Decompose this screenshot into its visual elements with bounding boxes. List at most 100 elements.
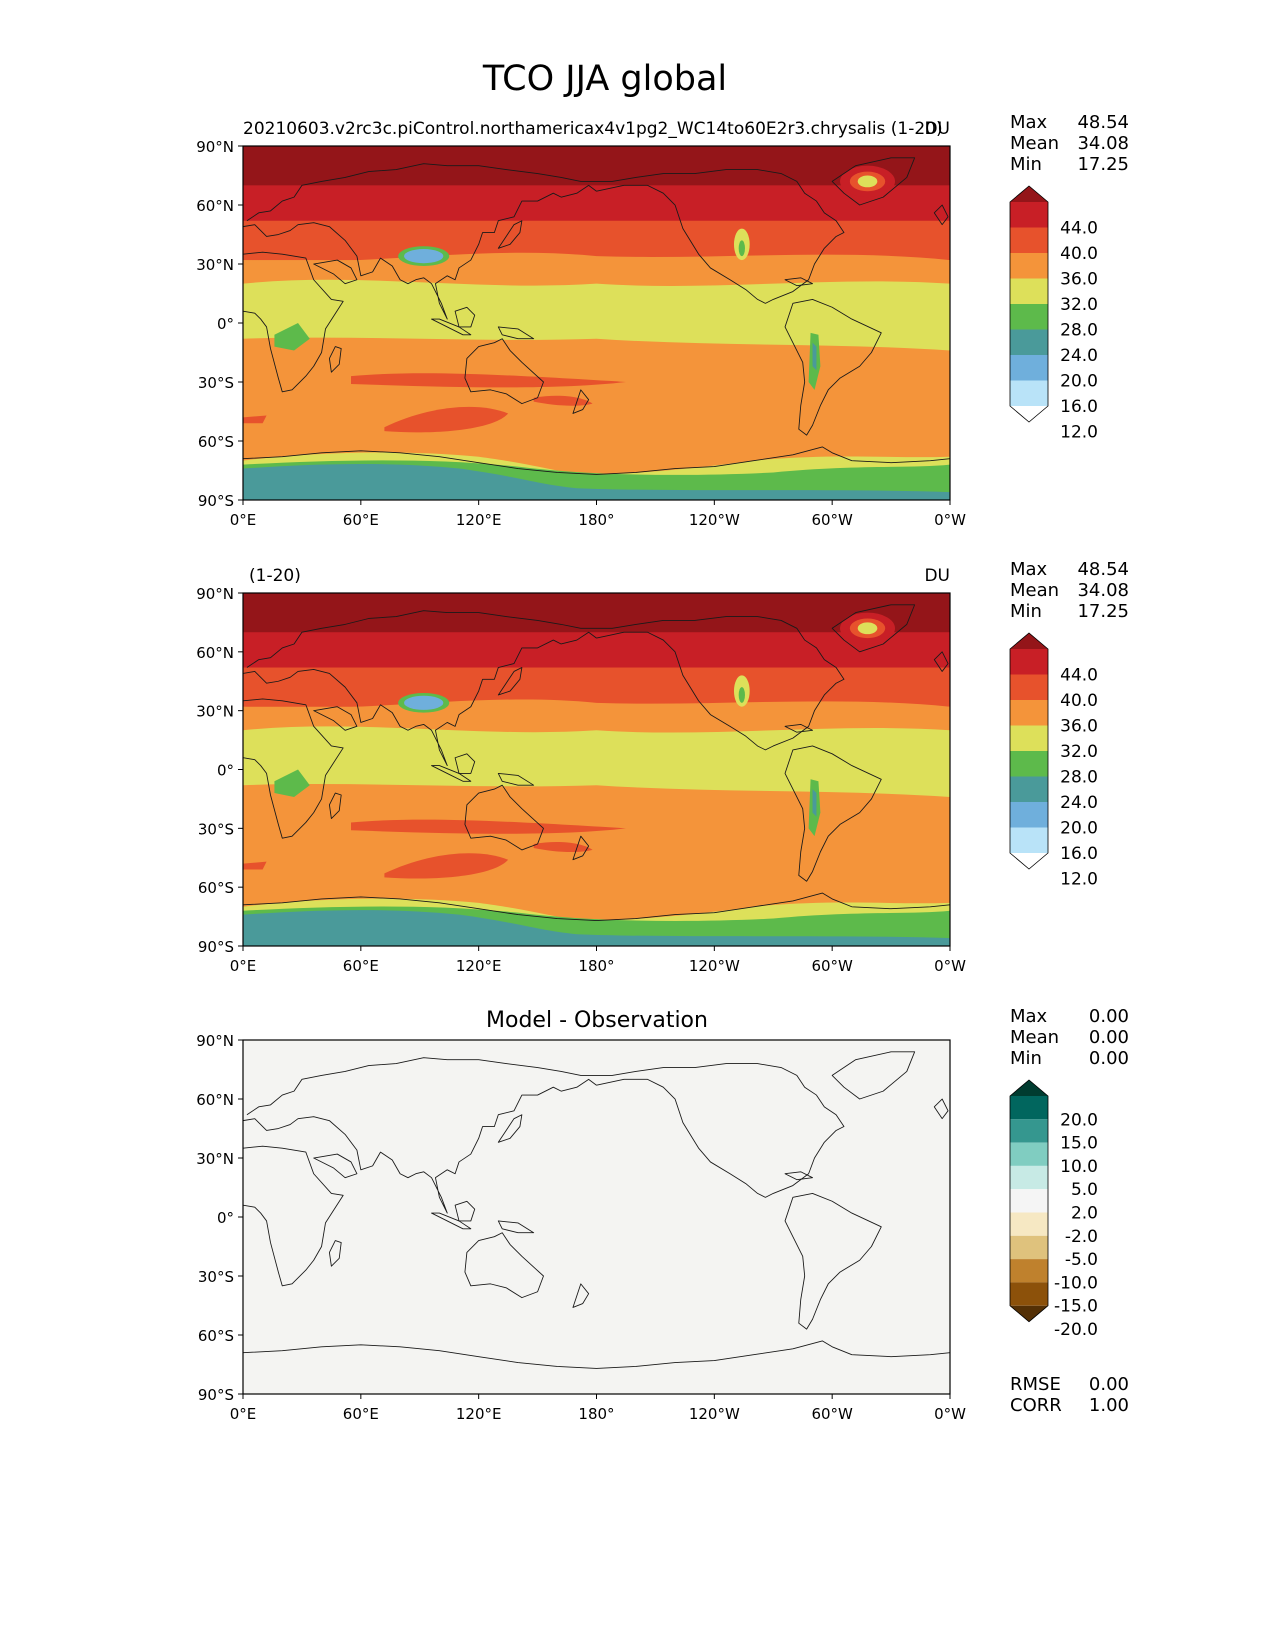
colorbar-swatch	[1010, 329, 1048, 355]
stat-label: Max	[1010, 559, 1048, 580]
panel-difference-metrics: RMSE 0.00 CORR 1.00	[1010, 1374, 1129, 1416]
colorbar-swatch	[1010, 380, 1048, 406]
stat-value: 0.00	[1089, 1006, 1129, 1027]
colorbar-label: -15.0	[1054, 1297, 1098, 1317]
panel-reference-colorbar: 44.0 40.0 36.0 32.0 28.0 24.0 20.0 16.0 12.0	[1009, 632, 1098, 890]
colorbar-label: 16.0	[1060, 397, 1098, 417]
colorbar-label: 40.0	[1060, 691, 1098, 711]
stat-label: Max	[1010, 112, 1048, 133]
x-tick-label: 120°W	[689, 957, 740, 975]
colorbar-swatch	[1010, 1282, 1048, 1306]
y-tick-label: 60°N	[196, 644, 234, 662]
colorbar-label: 32.0	[1060, 742, 1098, 762]
colorbar-label: 36.0	[1060, 717, 1098, 737]
panel-test-y-ticks: 90°N 60°N 30°N 0° 30°S 60°S 90°S	[196, 138, 243, 510]
stat-value: 17.25	[1077, 154, 1129, 175]
colorbar-swatch	[1010, 1189, 1048, 1213]
colorbar-extend-max	[1010, 1080, 1048, 1096]
metric-value: 1.00	[1089, 1395, 1129, 1416]
y-tick-label: 30°S	[198, 1268, 234, 1286]
colorbar-label: 44.0	[1060, 219, 1098, 239]
panel-reference-map	[243, 593, 950, 946]
x-tick-label: 60°W	[811, 511, 853, 529]
colorbar-label: 32.0	[1060, 295, 1098, 315]
metric-label: CORR	[1010, 1395, 1062, 1416]
colorbar-outline	[1009, 185, 1049, 423]
panel-difference-x-ticks: 0°E 60°E 120°E 180° 120°W 60°W 0°W	[230, 1394, 966, 1423]
y-tick-label: 60°N	[196, 1091, 234, 1109]
metric-label: RMSE	[1010, 1374, 1061, 1395]
x-tick-label: 60°E	[343, 957, 379, 975]
panel-test-title: 20210603.v2rc3c.piControl.northamericax4…	[243, 119, 943, 139]
colorbar-label: -5.0	[1065, 1250, 1098, 1270]
x-tick-label: 120°E	[456, 511, 502, 529]
x-tick-label: 180°	[578, 1405, 614, 1423]
colorbar-swatch	[1010, 227, 1048, 253]
colorbar-label: 12.0	[1060, 870, 1098, 890]
x-tick-label: 60°E	[343, 1405, 379, 1423]
colorbar-swatch	[1010, 1119, 1048, 1143]
stat-label: Min	[1010, 154, 1042, 175]
colorbar-swatch	[1010, 278, 1048, 304]
panel-difference: Model - Observation 90°N 60°N 30°N 0° 30°S 60…	[196, 1006, 1129, 1423]
colorbar-label: 15.0	[1060, 1134, 1098, 1154]
panel-test-map	[243, 146, 950, 500]
stat-value: 34.08	[1077, 580, 1129, 601]
colorbar-label: 20.0	[1060, 1110, 1098, 1130]
x-tick-label: 0°E	[230, 511, 257, 529]
colorbar-swatch	[1010, 1096, 1048, 1120]
x-tick-label: 60°E	[343, 511, 379, 529]
colorbar-label: 28.0	[1060, 321, 1098, 341]
colorbar-extend-min	[1010, 1305, 1048, 1322]
stat-value: 34.08	[1077, 133, 1129, 154]
stat-label: Min	[1010, 1048, 1042, 1069]
colorbar-label: 5.0	[1071, 1180, 1098, 1200]
stat-label: Mean	[1010, 133, 1059, 154]
figure-title: TCO JJA global	[482, 59, 727, 99]
colorbar-label: 12.0	[1060, 423, 1098, 443]
colorbar-swatch	[1010, 674, 1048, 700]
y-tick-label: 30°N	[196, 256, 234, 274]
x-tick-label: 120°E	[456, 1405, 502, 1423]
x-tick-label: 60°W	[811, 1405, 853, 1423]
y-tick-label: 90°N	[196, 585, 234, 603]
colorbar-label: 40.0	[1060, 244, 1098, 264]
panel-difference-title: Model - Observation	[486, 1008, 708, 1033]
colorbar-swatch	[1010, 355, 1048, 381]
panel-reference: (1-20) DU 90°N 60°N 30°N 0° 30°S 60°S 90°S 0°E…	[196, 559, 1129, 975]
x-tick-label: 180°	[578, 957, 614, 975]
y-tick-label: 0°	[217, 1209, 234, 1227]
colorbar-swatch	[1010, 802, 1048, 828]
colorbar-swatch	[1010, 776, 1048, 802]
panel-difference-colorbar: 20.0 15.0 10.0 5.0 2.0 -2.0 -5.0 -10.0 -15.0 -20.…	[1009, 1079, 1098, 1340]
colorbar-swatch	[1010, 751, 1048, 777]
stat-value: 48.54	[1077, 559, 1129, 580]
stat-label: Mean	[1010, 580, 1059, 601]
panel-difference-stats: Max 0.00 Mean 0.00 Min 0.00	[1010, 1006, 1129, 1069]
y-tick-label: 60°N	[196, 197, 234, 215]
x-tick-label: 120°W	[689, 1405, 740, 1423]
panel-difference-y-ticks: 90°N 60°N 30°N 0° 30°S 60°S 90°S	[196, 1032, 243, 1404]
x-tick-label: 60°W	[811, 957, 853, 975]
colorbar-label: 24.0	[1060, 346, 1098, 366]
panel-reference-title: (1-20)	[249, 566, 301, 586]
colorbar-label: 20.0	[1060, 372, 1098, 392]
panel-difference-map	[243, 1040, 950, 1394]
stat-value: 0.00	[1089, 1027, 1129, 1048]
colorbar-swatch	[1010, 1212, 1048, 1236]
y-tick-label: 30°N	[196, 703, 234, 721]
colorbar-label: 2.0	[1071, 1204, 1098, 1224]
colorbar-outline	[1009, 1079, 1049, 1323]
panel-test-stats: Max 48.54 Mean 34.08 Min 17.25	[1010, 112, 1129, 175]
colorbar-swatch	[1010, 1259, 1048, 1283]
colorbar-label: 44.0	[1060, 666, 1098, 686]
colorbar-swatch	[1010, 649, 1048, 675]
panel-reference-stats: Max 48.54 Mean 34.08 Min 17.25	[1010, 559, 1129, 622]
colorbar-label: 24.0	[1060, 793, 1098, 813]
y-tick-label: 90°S	[198, 938, 234, 956]
panel-test-x-ticks: 0°E 60°E 120°E 180° 120°W 60°W 0°W	[230, 500, 966, 529]
stat-value: 48.54	[1077, 112, 1129, 133]
y-tick-label: 90°S	[198, 492, 234, 510]
y-tick-label: 0°	[217, 762, 234, 780]
